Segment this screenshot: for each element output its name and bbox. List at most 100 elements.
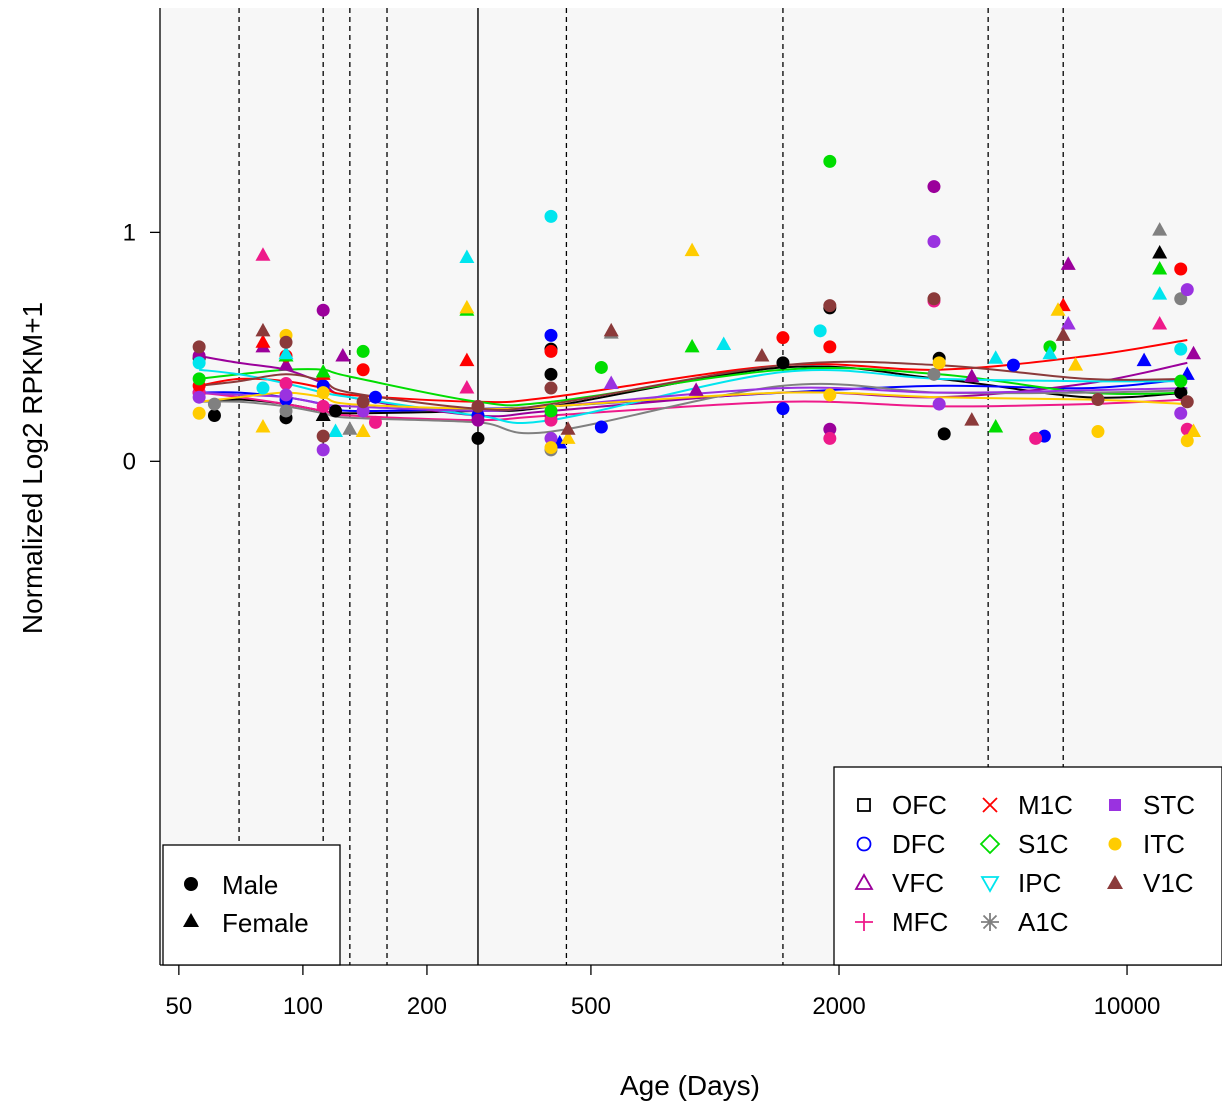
ipc-legend-label: IPC xyxy=(1018,868,1061,898)
point-ofc-1 xyxy=(207,409,221,423)
point-v1c-12 xyxy=(964,412,980,426)
sex-legend: Male Female xyxy=(162,844,341,966)
point-s1c-6 xyxy=(594,360,608,374)
sex-legend-box xyxy=(162,844,341,966)
point-s1c-0 xyxy=(192,372,206,386)
male-legend-label: Male xyxy=(222,870,278,900)
point-s1c-12 xyxy=(1174,374,1188,388)
point-s1c-5 xyxy=(544,404,558,418)
point-v1c-5 xyxy=(471,399,485,413)
x-tick-label-100: 100 xyxy=(283,993,323,1020)
point-a1c-2 xyxy=(342,421,358,435)
point-stc-10 xyxy=(1180,283,1194,297)
point-mfc-2 xyxy=(279,376,293,390)
vertical-reference-lines xyxy=(238,8,1064,965)
point-vfc-10 xyxy=(964,368,980,383)
point-m1c-6 xyxy=(544,344,558,358)
point-ofc-8 xyxy=(776,356,790,370)
region-legend-box xyxy=(833,766,1222,966)
point-dfc-9 xyxy=(1006,358,1020,372)
point-s1c-3 xyxy=(356,344,370,358)
point-a1c-6 xyxy=(1152,222,1168,236)
point-a1c-7 xyxy=(1174,292,1188,306)
point-vfc-5 xyxy=(471,413,485,427)
point-mfc-6 xyxy=(544,413,558,427)
point-v1c-4 xyxy=(356,395,370,409)
x-axis-title: Age (Days) xyxy=(620,1070,760,1101)
s1c-legend-label: S1C xyxy=(1018,829,1069,859)
point-mfc-10 xyxy=(1152,315,1168,330)
point-itc-6 xyxy=(544,441,558,455)
point-v1c-13 xyxy=(1055,327,1071,341)
dfc-legend-marker xyxy=(856,836,872,852)
point-v1c-0 xyxy=(192,340,206,354)
point-v1c-6 xyxy=(544,381,558,395)
point-a1c-1 xyxy=(279,404,293,418)
point-v1c-7 xyxy=(560,421,576,435)
v1c-legend-marker xyxy=(1107,875,1123,889)
stc-legend-marker xyxy=(1109,799,1121,811)
x-tick-label-2000: 2000 xyxy=(812,993,865,1020)
m1c-legend-label: M1C xyxy=(1018,790,1073,820)
x-tick-label-500: 500 xyxy=(571,993,611,1020)
point-itc-11 xyxy=(1050,302,1066,316)
point-itc-12 xyxy=(1068,357,1084,371)
x-tick-label-200: 200 xyxy=(407,993,447,1020)
point-mfc-9 xyxy=(1029,431,1043,445)
point-dfc-11 xyxy=(1136,352,1152,367)
y-axis-title: Normalized Log2 RPKM+1 xyxy=(17,302,48,634)
point-ofc-13 xyxy=(1174,386,1188,400)
dfc-legend-label: DFC xyxy=(892,829,945,859)
point-v1c-14 xyxy=(1091,393,1105,406)
point-s1c-9 xyxy=(988,418,1004,433)
point-ipc-5 xyxy=(544,209,558,223)
itc-legend-marker xyxy=(1108,837,1122,851)
point-mfc-4 xyxy=(368,415,382,429)
female-legend-label: Female xyxy=(222,908,309,938)
y-tick-label-1: 1 xyxy=(123,219,136,246)
vfc-legend-marker xyxy=(854,873,874,890)
point-vfc-2 xyxy=(278,357,294,371)
point-ipc-2 xyxy=(278,345,294,360)
point-s1c-8 xyxy=(823,154,837,168)
a1c-legend-label: A1C xyxy=(1018,907,1069,937)
point-ofc-12 xyxy=(1152,244,1168,259)
point-itc-5 xyxy=(459,299,475,314)
point-vfc-3 xyxy=(316,303,330,317)
point-stc-2 xyxy=(316,443,330,457)
point-vfc-4 xyxy=(335,348,351,362)
point-m1c-7 xyxy=(776,331,790,345)
point-m1c-10 xyxy=(1174,262,1188,276)
point-ipc-8 xyxy=(988,350,1004,364)
mfc-legend-marker xyxy=(855,913,873,931)
point-m1c-5 xyxy=(459,352,475,367)
point-mfc-1 xyxy=(255,247,271,261)
point-itc-10 xyxy=(932,356,946,370)
point-stc-7 xyxy=(932,397,946,411)
point-s1c-2 xyxy=(315,364,331,378)
point-itc-7 xyxy=(560,430,576,444)
point-itc-15 xyxy=(1186,423,1202,438)
point-itc-8 xyxy=(684,242,700,257)
point-stc-3 xyxy=(356,404,370,418)
point-ofc-11 xyxy=(937,427,951,441)
data-points xyxy=(192,154,1202,457)
mfc-legend-label: MFC xyxy=(892,907,948,937)
point-m1c-1 xyxy=(255,334,271,348)
point-ipc-7 xyxy=(813,324,827,338)
point-stc-6 xyxy=(927,235,941,249)
point-v1c-9 xyxy=(754,348,770,362)
point-ipc-0 xyxy=(192,356,206,370)
trend-line-v1c xyxy=(198,360,1188,411)
point-ipc-1 xyxy=(256,381,270,395)
point-v1c-11 xyxy=(927,292,941,306)
v1c-legend-label: V1C xyxy=(1143,868,1194,898)
point-v1c-10 xyxy=(823,299,837,313)
point-v1c-1 xyxy=(255,322,271,337)
ofc-legend-marker xyxy=(857,798,871,812)
point-ipc-4 xyxy=(459,249,475,264)
point-vfc-12 xyxy=(1186,345,1202,360)
point-v1c-15 xyxy=(1180,395,1194,409)
y-axis-ticks: 01 xyxy=(123,219,160,475)
point-dfc-8 xyxy=(776,402,790,416)
